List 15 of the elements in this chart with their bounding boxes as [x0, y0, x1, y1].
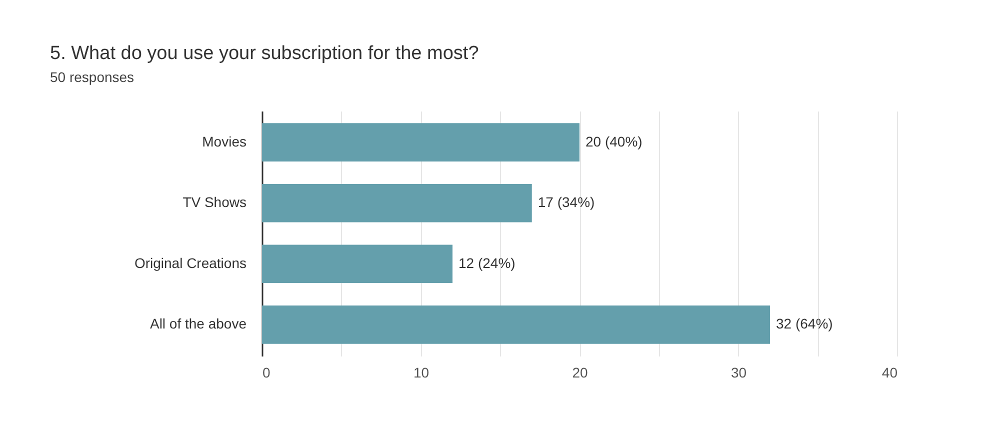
x-tick-label: 30	[730, 364, 747, 380]
x-tick-label: 10	[413, 364, 430, 380]
data-label: 32 (64%)	[776, 316, 833, 332]
text: 50 responses	[50, 69, 134, 85]
y-tick-label: All of the above	[150, 316, 247, 332]
chart-title: 5. What do you use your subscription for the most?	[50, 43, 479, 64]
x-tick-label: 20	[572, 364, 588, 380]
y-tick-label: TV Shows	[182, 194, 246, 210]
y-tick-label: Original Creations	[134, 254, 246, 271]
x-tick-label: 0	[262, 364, 270, 380]
x-tick-label: 40	[882, 364, 898, 380]
y-tick-label: Movies	[202, 133, 246, 150]
data-label: 12 (24%)	[458, 254, 516, 271]
data-label: 17 (34%)	[538, 194, 595, 210]
data-label: 20 (40%)	[586, 133, 642, 150]
